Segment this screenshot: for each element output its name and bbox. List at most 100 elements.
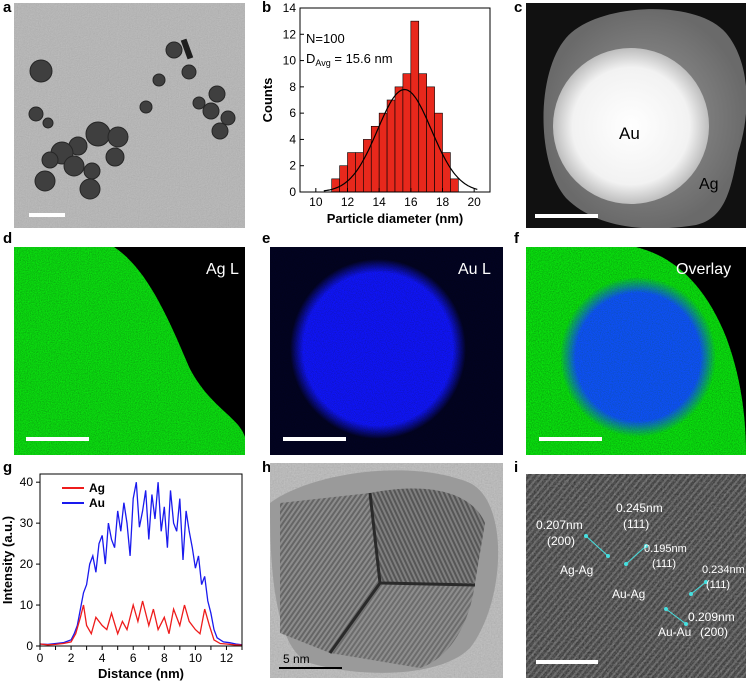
line-profile-panel-g: 0 2 4 6 8 10 12 0 10 20 30 40 Distance (nm) Intensity… [0, 462, 258, 685]
legend-label-ag: Ag [89, 481, 105, 495]
lattice-label: (200) [547, 534, 575, 548]
lattice-label: Au-Au [658, 625, 691, 639]
gaussian-fit-line [323, 88, 478, 192]
x-tick-label: 0 [37, 651, 44, 665]
histogram-bar [331, 178, 340, 193]
hrtem-image-h: 5 nm [270, 463, 503, 678]
scale-bar [535, 214, 598, 218]
sample-size-annotation: N=100 [306, 31, 345, 46]
nanoparticle [107, 126, 129, 148]
histogram-chart: 10 12 14 16 18 20 0 2 4 6 8 10 12 14 Particle diameter… [260, 1, 491, 226]
lattice-label: 0.234nm [702, 564, 745, 576]
panel-label-g: g [3, 459, 13, 476]
histogram-bar [418, 73, 427, 193]
eds-map-ag-panel-d: Ag L [14, 247, 245, 455]
hrtem-panel-i: 0.245nm (111) 0.207nm (200) 0.195nm (111… [526, 474, 746, 678]
nanoparticle [63, 155, 85, 177]
histogram-bar [442, 152, 451, 193]
y-axis-label: Counts [260, 78, 275, 123]
histogram-bar [394, 86, 404, 193]
lattice-label: 0.209nm [688, 610, 735, 624]
y-tick-label: 20 [20, 557, 34, 571]
lattice-label: Ag-Ag [560, 563, 593, 577]
scale-bar [29, 213, 65, 217]
nanoparticle [83, 162, 101, 180]
nanoparticle [85, 121, 111, 147]
au-core-region [553, 48, 709, 204]
y-axis-label: Intensity (a.u.) [0, 516, 15, 604]
hrtem-panel-h: 5 nm [270, 463, 503, 678]
eds-map-au: Au L [270, 247, 503, 455]
panel-label-d: d [3, 230, 13, 247]
nanoparticle [28, 106, 44, 122]
stem-image-panel-c: Au Ag [526, 3, 746, 228]
eds-overlay-map: Overlay [526, 247, 746, 455]
panel-label-b: b [262, 0, 272, 16]
mean-diameter-annotation: DAvg = 15.6 nm [306, 51, 393, 68]
x-tick-label: 8 [161, 651, 168, 665]
panel-label-e: e [262, 230, 271, 247]
panel-label-f: f [514, 230, 519, 247]
x-tick-label: 10 [189, 651, 203, 665]
y-tick-label: 2 [289, 159, 296, 173]
y-tick-label: 12 [283, 27, 297, 41]
legend-label-au: Au [89, 496, 105, 510]
plot-frame [39, 473, 243, 647]
scale-bar [283, 437, 346, 441]
y-tick-label: 30 [20, 516, 34, 530]
histogram-bar [355, 152, 364, 193]
y-tick-label: 10 [283, 54, 297, 68]
lattice-label: Au-Ag [612, 587, 645, 601]
lattice-label: 0.207nm [536, 518, 583, 532]
tem-image-a [14, 3, 245, 228]
y-tick-label: 6 [289, 106, 296, 120]
x-tick-label: 4 [99, 651, 106, 665]
panel-label-a: a [3, 0, 12, 16]
histogram-bar [426, 86, 435, 193]
nanoparticle [41, 151, 59, 169]
eds-label-au-l: Au L [458, 261, 491, 278]
x-tick-label: 2 [68, 651, 75, 665]
y-tick-label: 0 [26, 639, 33, 653]
nanoparticle [105, 147, 125, 167]
stem-image-c: Au Ag [526, 3, 746, 228]
line-profile-chart: 0 2 4 6 8 10 12 0 10 20 30 40 Distance (nm) Intensity… [0, 473, 243, 681]
lattice-label: 0.195nm [644, 543, 687, 555]
eds-label-ag-l: Ag L [206, 261, 239, 278]
x-tick-label: 16 [404, 195, 418, 209]
nanoparticle [208, 85, 226, 103]
panel-label-c: c [514, 0, 523, 16]
x-tick-label: 14 [372, 195, 386, 209]
lattice-label: (111) [652, 558, 676, 570]
x-tick-label: 20 [467, 195, 481, 209]
x-axis-label: Distance (nm) [98, 666, 184, 681]
hrtem-image-i: 0.245nm (111) 0.207nm (200) 0.195nm (111… [526, 474, 746, 678]
nanoparticle [192, 96, 206, 110]
histogram-panel-b: 10 12 14 16 18 20 0 2 4 6 8 10 12 14 Particle diameter… [258, 0, 503, 228]
series-line-ag [39, 600, 243, 646]
nanoparticle [139, 100, 153, 114]
nanoparticle [220, 110, 236, 126]
y-tick-label: 10 [20, 598, 34, 612]
lattice-label: (111) [623, 517, 649, 531]
x-tick-label: 12 [341, 195, 355, 209]
histogram-bar [386, 99, 396, 193]
lattice-label: (111) [706, 579, 730, 591]
lattice-label: (200) [700, 625, 728, 639]
nanoparticle [152, 73, 166, 87]
au-core-label: Au [619, 124, 640, 143]
y-tick-label: 8 [289, 80, 296, 94]
eds-overlay-panel-f: Overlay [526, 247, 746, 455]
nanoparticle [79, 178, 101, 200]
nanoparticle [181, 64, 197, 80]
y-tick-label: 40 [20, 475, 34, 489]
ag-shell-label: Ag [699, 176, 719, 193]
x-tick-label: 10 [309, 195, 323, 209]
histogram-bar [347, 152, 356, 193]
histogram-bar [410, 20, 420, 193]
histogram-bar [450, 178, 459, 193]
x-tick-label: 6 [130, 651, 137, 665]
y-tick-label: 0 [289, 185, 296, 199]
twin-boundary [328, 492, 476, 654]
nanoparticle [42, 117, 54, 129]
